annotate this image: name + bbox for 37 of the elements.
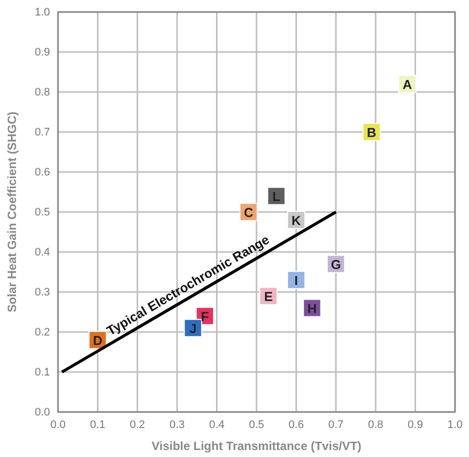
y-axis-title: Solar Heat Gain Coefficient (SHGC)	[5, 112, 19, 312]
x-tick-label: 1.0	[447, 418, 463, 431]
point	[287, 270, 306, 290]
data-label: G	[330, 257, 341, 272]
data-label: B	[366, 125, 376, 140]
data-label: F	[200, 309, 209, 324]
data-label: D	[93, 333, 102, 348]
y-tick-label: 0.8	[34, 86, 50, 99]
y-tick-label: 0.7	[34, 126, 50, 139]
data-label: C	[244, 205, 254, 220]
y-tick-label: 0.6	[34, 166, 50, 179]
y-tick-label: 0.0	[34, 406, 50, 419]
x-tick-label: 0.5	[248, 418, 264, 431]
y-tick-label: 0.1	[34, 366, 50, 379]
x-tick-label: 0.1	[90, 418, 106, 431]
x-tick-label: 0.6	[288, 418, 304, 431]
data-label: H	[307, 301, 317, 316]
y-tick-label: 0.2	[34, 326, 50, 339]
x-axis-title: Visible Light Transmittance (Tvis/VT)	[152, 439, 362, 453]
y-tick-label: 0.4	[34, 246, 50, 259]
y-tick-label: 1.0	[34, 6, 50, 19]
data-label: A	[402, 77, 413, 92]
data-label: J	[189, 321, 197, 336]
x-tick-label: 0.7	[328, 418, 344, 431]
data-label: K	[292, 213, 302, 228]
data-label: E	[264, 289, 274, 304]
y-tick-label: 0.5	[34, 206, 50, 219]
data-label: L	[272, 189, 280, 204]
x-tick-label: 0.4	[209, 418, 224, 431]
x-tick-label: 0.9	[408, 418, 423, 431]
x-tick-label: 0.0	[50, 418, 66, 431]
data-label: I	[294, 273, 298, 288]
x-tick-label: 0.2	[130, 418, 146, 431]
y-tick-label: 0.3	[34, 286, 50, 299]
x-tick-label: 0.8	[368, 418, 384, 431]
y-tick-label: 0.9	[34, 46, 50, 59]
x-tick-label: 0.3	[169, 418, 185, 431]
